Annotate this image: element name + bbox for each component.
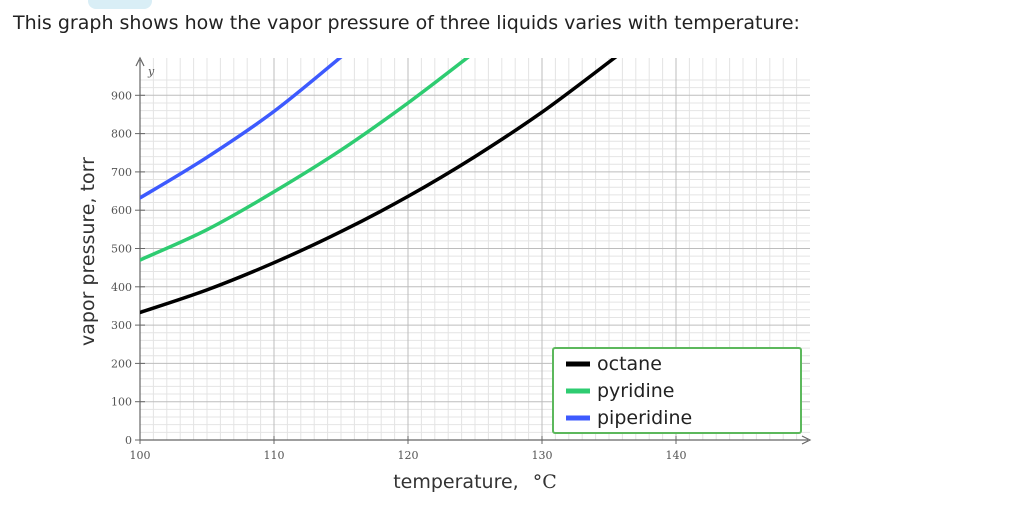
x-axis-title: temperature, °C <box>393 471 557 493</box>
legend-label-piperidine: piperidine <box>597 407 692 429</box>
x-tick-label: 140 <box>666 449 687 462</box>
y-tick-label: 900 <box>111 89 132 102</box>
x-axis-unit: °C <box>533 471 557 493</box>
legend: octane pyridine piperidine <box>552 347 802 434</box>
series-lines <box>140 58 618 315</box>
x-axis-label: temperature, <box>393 471 518 493</box>
y-axis-arrow <box>135 56 145 67</box>
y-tick-label: 400 <box>111 281 132 294</box>
y-tick-label: 300 <box>111 319 132 332</box>
y-tick-label: 0 <box>125 434 132 447</box>
series-line-pyridine <box>140 58 470 262</box>
series-line-piperidine <box>140 58 343 200</box>
x-tick-label: 120 <box>398 449 419 462</box>
x-tick-label: 130 <box>532 449 553 462</box>
y-tick-label: 100 <box>111 396 132 409</box>
question-intro-text: This graph shows how the vapor pressure … <box>13 12 800 34</box>
y-tick-label: 600 <box>111 204 132 217</box>
major-grid <box>140 58 810 440</box>
x-tick-label: 110 <box>264 449 285 462</box>
y-tick-label: 800 <box>111 128 132 141</box>
legend-box <box>552 347 802 434</box>
legend-label-pyridine: pyridine <box>597 380 674 402</box>
tick-labels: 0 100 200 300 400 500 600 700 800 900 100 110 120 130… <box>111 89 687 462</box>
x-axis-arrow <box>801 435 812 445</box>
top-tab-stub <box>88 0 152 9</box>
y-axis-title: vapor pressure, torr <box>77 157 99 346</box>
legend-label-octane: octane <box>597 353 662 375</box>
y-axis-variable-label: y <box>147 65 155 78</box>
y-tick-label: 500 <box>111 243 132 256</box>
y-tick-label: 700 <box>111 166 132 179</box>
y-tick-label: 200 <box>111 357 132 370</box>
axes <box>135 56 812 445</box>
x-tick-label: 100 <box>130 449 151 462</box>
series-line-octane <box>140 58 618 315</box>
